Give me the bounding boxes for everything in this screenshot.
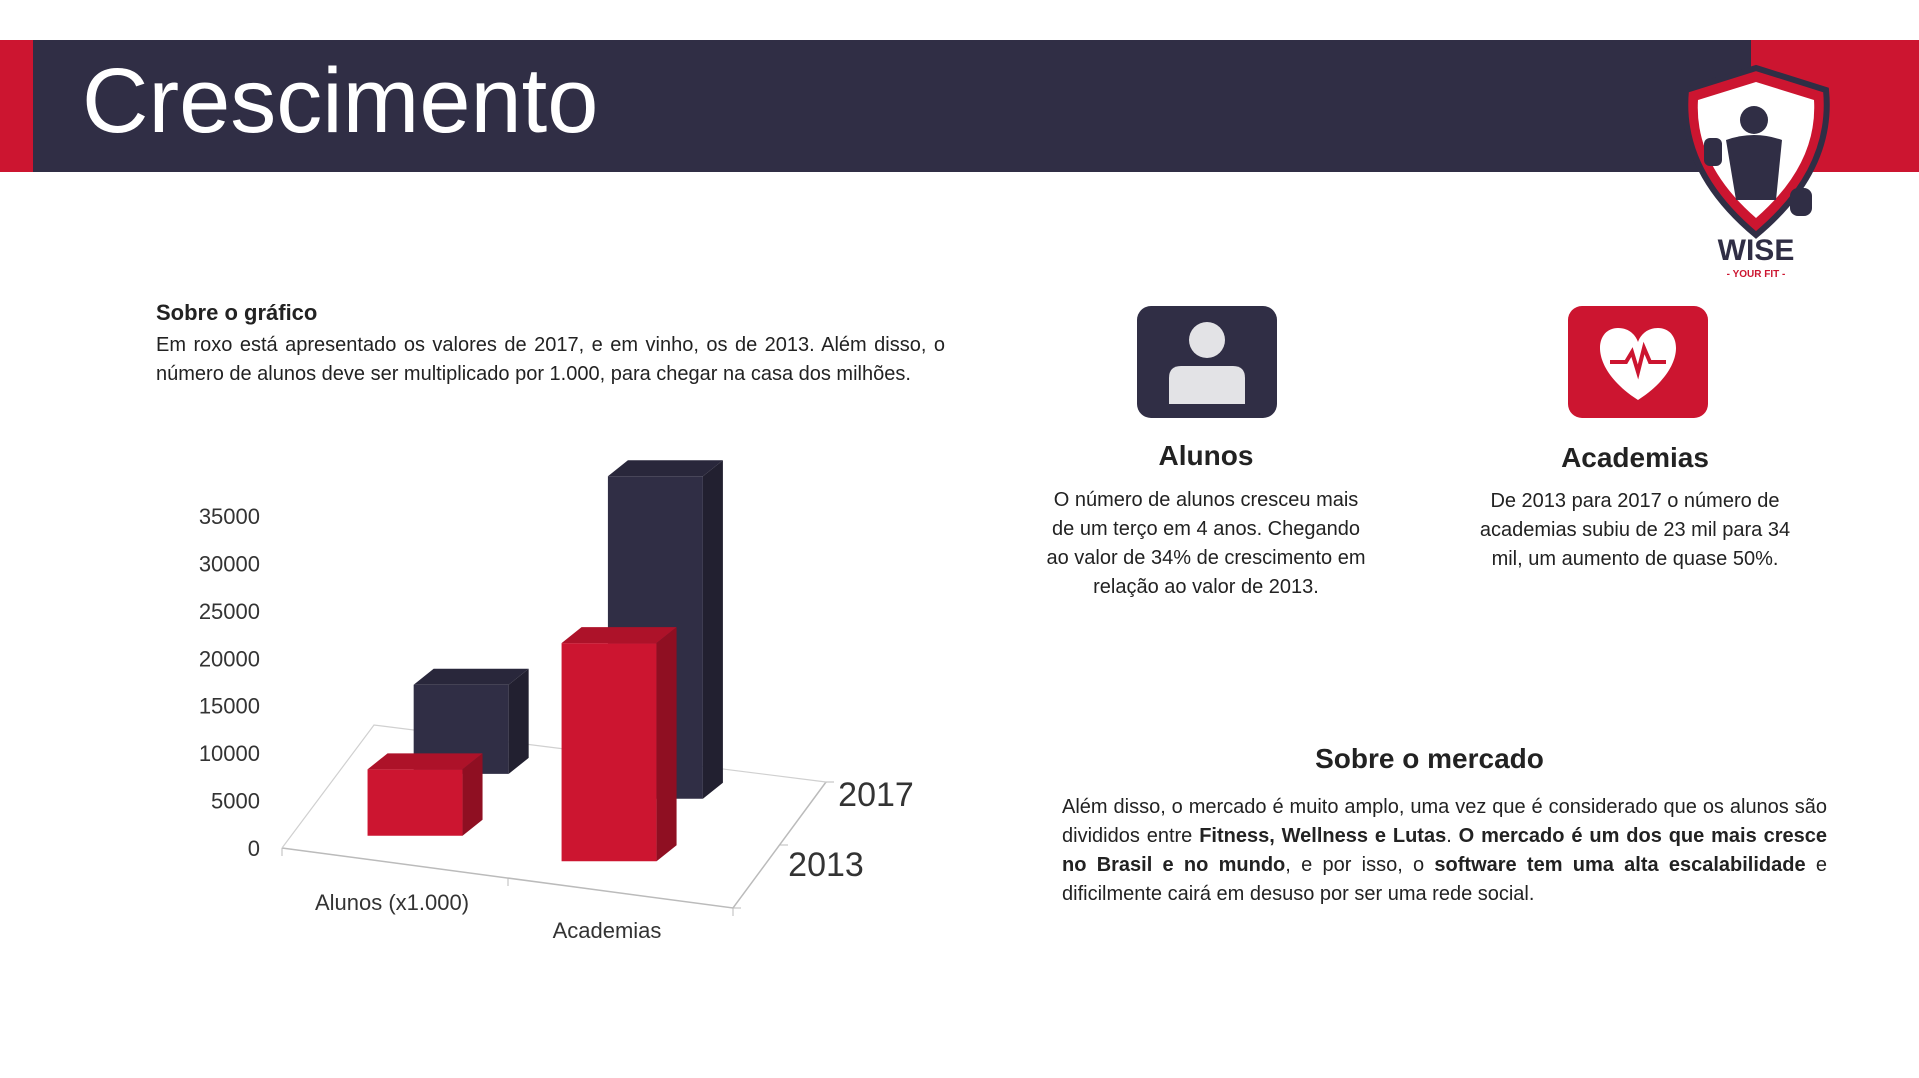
about-chart-title: Sobre o gráfico [156,300,318,325]
series-label: 2017 [838,776,914,814]
logo-tagline: - YOUR FIT - [1727,269,1786,280]
logo-brand: WISE [1718,234,1795,267]
y-tick-label: 10000 [199,741,260,766]
mercado-title: Sobre o mercado [1315,743,1544,774]
mercado-text: Além disso, o mercado é muito amplo, uma… [1062,796,1828,905]
bar-2013-top [367,753,483,770]
bar-2013-front [367,769,463,836]
header-bar [33,40,1751,172]
alunos-text: O número de alunos cresceu mais de um te… [1046,489,1366,598]
bar-2017-front [413,684,509,774]
user-icon [1137,306,1277,418]
bar-2017-top [607,460,723,477]
category-label: Alunos (x1.000) [315,890,469,915]
wise-logo: WISE - YOUR FIT - [1682,64,1830,280]
alunos-title: Alunos [1158,440,1254,471]
academias-title: Academias [1561,442,1709,473]
y-tick-label: 35000 [199,504,260,529]
y-tick-label: 30000 [199,551,260,576]
y-tick-label: 25000 [199,599,260,624]
header-accent-left [0,40,33,172]
y-tick-label: 0 [248,836,260,861]
y-tick-label: 5000 [211,789,260,814]
bar-2017-side [702,460,723,799]
academias-text: De 2013 para 2017 o número de academias … [1479,490,1791,570]
category-label: Academias [553,918,662,943]
series-label: 2013 [788,846,864,884]
bar-2017-side [508,668,529,774]
bar-2013-side [656,627,677,862]
bar-2013-front [561,643,657,862]
bar-2017-top [413,668,529,685]
heart-rate-icon [1568,306,1708,418]
about-chart-text: Em roxo está apresentado os valores de 2… [156,334,945,385]
growth-chart: 0 5000 10000 15000 20000 25000 30000 35000 Aluno… [199,460,914,943]
y-tick-label: 20000 [199,646,260,671]
bar-2013-top [561,627,677,644]
y-tick-label: 15000 [199,694,260,719]
bar-2013-side [462,753,483,836]
page-title: Crescimento [82,50,599,152]
floor-back [281,724,827,849]
